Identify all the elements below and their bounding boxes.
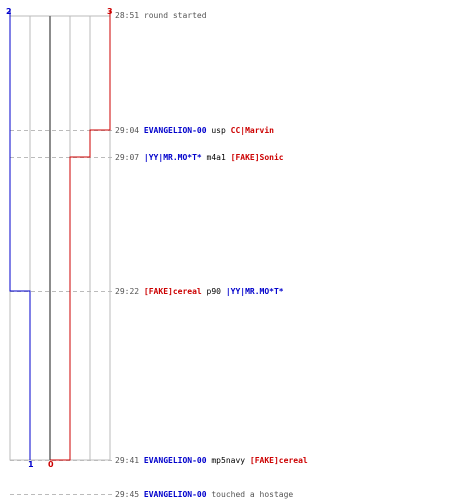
weapon-name: m4a1 xyxy=(201,153,231,162)
killer-name: EVANGELION-00 xyxy=(143,456,207,465)
killer-name: EVANGELION-00 xyxy=(143,126,207,135)
team-b-start-count: 3 xyxy=(107,7,113,16)
event-row: 29:22 [FAKE]cereal p90 |YY|MR.MO*T* xyxy=(115,287,284,297)
event-row: 29:07 |YY|MR.MO*T* m4a1 [FAKE]Sonic xyxy=(115,153,284,163)
event-time: 29:45 xyxy=(115,490,140,499)
team-a-line xyxy=(9,10,31,460)
event-time: 28:51 xyxy=(115,11,140,20)
team-b-end-count: 0 xyxy=(48,460,54,469)
team-a-end-count: 1 xyxy=(28,460,34,469)
team-a-start-count: 2 xyxy=(6,7,12,16)
weapon-name: mp5navy xyxy=(206,456,250,465)
weapon-name: usp xyxy=(206,126,231,135)
event-time: 29:41 xyxy=(115,456,140,465)
event-row: 29:45 EVANGELION-00 touched a hostage xyxy=(115,490,293,500)
event-row: 29:41 EVANGELION-00 mp5navy [FAKE]cereal xyxy=(115,456,308,466)
victim-name: [FAKE]cereal xyxy=(249,456,308,465)
team-b-line xyxy=(50,10,111,461)
victim-name: [FAKE]Sonic xyxy=(230,153,284,162)
killer-name: |YY|MR.MO*T* xyxy=(143,153,202,162)
event-row: 29:04 EVANGELION-00 usp CC|Marvin xyxy=(115,126,274,136)
player-name: EVANGELION-00 xyxy=(143,490,207,499)
victim-name: |YY|MR.MO*T* xyxy=(225,287,284,296)
killer-name: [FAKE]cereal xyxy=(143,287,202,296)
event-time: 29:04 xyxy=(115,126,140,135)
victim-name: CC|Marvin xyxy=(230,126,274,135)
event-text: round started xyxy=(143,11,207,20)
weapon-name: p90 xyxy=(201,287,226,296)
event-guides xyxy=(10,130,112,495)
grid xyxy=(9,15,111,461)
grid-frame xyxy=(9,15,111,461)
event-time: 29:22 xyxy=(115,287,140,296)
event-text: touched a hostage xyxy=(206,490,294,499)
event-time: 29:07 xyxy=(115,153,140,162)
event-row: 28:51 round started xyxy=(115,11,207,21)
